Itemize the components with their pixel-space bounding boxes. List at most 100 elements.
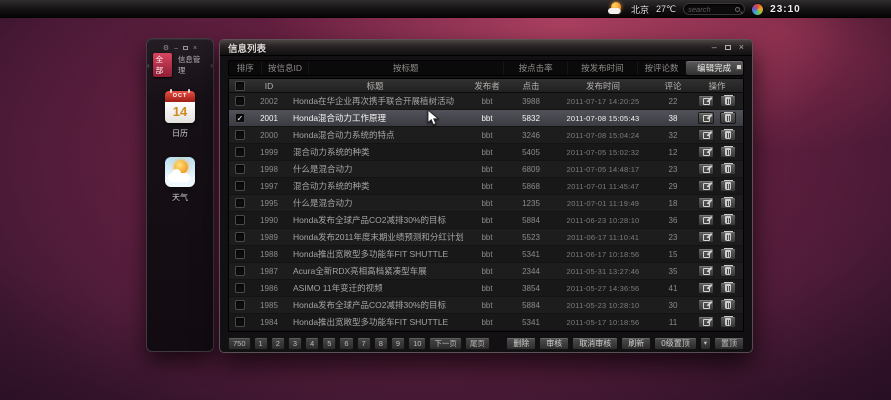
clock[interactable]: 23:10 — [770, 3, 801, 15]
page-button-7[interactable]: 7 — [356, 337, 371, 350]
column-header-3[interactable]: 发布者 — [474, 80, 500, 91]
cancel-audit-button[interactable]: 取消审核 — [572, 337, 619, 350]
select-all-checkbox[interactable] — [235, 80, 245, 91]
page-button-1[interactable]: 1 — [253, 337, 268, 350]
sort-tab-3[interactable]: 按标题 — [309, 61, 504, 75]
delete-button[interactable] — [720, 163, 736, 175]
page-button-6[interactable]: 6 — [339, 337, 354, 350]
delete-button[interactable] — [720, 299, 736, 311]
column-header-2[interactable]: 标题 — [366, 80, 384, 91]
tab-prev-arrow[interactable]: ‹ — [147, 60, 150, 70]
edit-button[interactable] — [698, 146, 714, 158]
row-checkbox[interactable] — [235, 232, 245, 242]
row-checkbox[interactable] — [235, 215, 245, 225]
top-level-select[interactable]: 0级置顶 — [654, 337, 697, 350]
edit-button[interactable] — [698, 282, 714, 294]
set-top-button[interactable]: 置顶 — [714, 337, 744, 350]
edit-button[interactable] — [698, 197, 714, 209]
delete-button[interactable] — [720, 265, 736, 277]
table-row[interactable]: 1984 Honda推出宽敞型多功能车FIT SHUTTLE bbt 5341 2011… — [229, 314, 743, 331]
row-checkbox[interactable] — [235, 164, 245, 174]
column-header-1[interactable]: ID — [264, 80, 274, 91]
tab-info-management[interactable]: 信息管理 — [177, 55, 201, 75]
row-checkbox[interactable] — [235, 266, 245, 276]
delete-button[interactable] — [720, 214, 736, 226]
page-button-8[interactable]: 8 — [373, 337, 388, 350]
delete-button[interactable] — [720, 231, 736, 243]
table-row[interactable]: 2002 Honda在华企业再次携手联合开展植树活动 bbt 3988 2011-07-… — [229, 93, 743, 110]
edit-button[interactable] — [698, 316, 714, 328]
page-button-4[interactable]: 4 — [305, 337, 320, 350]
edit-button[interactable] — [698, 248, 714, 260]
row-checkbox[interactable] — [235, 317, 245, 327]
table-row[interactable]: 1995 什么是混合动力 bbt 1235 2011-07-01 11:19:49 18 — [229, 195, 743, 212]
edit-button[interactable] — [698, 214, 714, 226]
sort-tab-6[interactable]: 按评论数 — [638, 61, 687, 75]
row-checkbox[interactable] — [235, 198, 245, 208]
weather-app[interactable]: 天气 — [147, 157, 213, 203]
sort-tab-7[interactable]: 编辑完成 — [686, 61, 743, 75]
edit-button[interactable] — [698, 299, 714, 311]
table-row[interactable]: ✓ 2001 Honda混合动力工作原理 bbt 5832 2011-07-08 15:0… — [229, 110, 743, 127]
scroll-corner-button[interactable] — [736, 64, 742, 70]
delete-button[interactable] — [720, 197, 736, 209]
row-checkbox[interactable] — [235, 249, 245, 259]
edit-button[interactable] — [698, 265, 714, 277]
table-row[interactable]: 1988 Honda推出宽敞型多功能车FIT SHUTTLE bbt 5341 2011… — [229, 246, 743, 263]
delete-button[interactable]: 删除 — [506, 337, 537, 350]
calendar-app[interactable]: OCT 14 日历 — [147, 91, 213, 139]
column-header-5[interactable]: 发布时间 — [585, 80, 620, 91]
edit-button[interactable] — [698, 129, 714, 141]
edit-button[interactable] — [698, 112, 714, 124]
delete-button[interactable] — [720, 129, 736, 141]
audit-button[interactable]: 审核 — [539, 337, 570, 350]
page-button-2[interactable]: 2 — [270, 337, 285, 350]
delete-button[interactable] — [720, 95, 736, 107]
delete-button[interactable] — [720, 180, 736, 192]
search-input[interactable]: search — [683, 3, 746, 15]
edit-button[interactable] — [698, 95, 714, 107]
window-minimize-button[interactable]: – — [711, 42, 717, 52]
table-row[interactable]: 1987 Acura全新RDX亮相高档紧凑型车展 bbt 2344 2011-05-31… — [229, 263, 743, 280]
row-checkbox[interactable] — [235, 300, 245, 310]
next-page-button[interactable]: 下一页 — [429, 337, 462, 350]
table-row[interactable]: 1997 混合动力系统的种类 bbt 5868 2011-07-01 11:45:47 2… — [229, 178, 743, 195]
delete-button[interactable] — [720, 316, 736, 328]
delete-button[interactable] — [720, 282, 736, 294]
row-checkbox[interactable] — [235, 147, 245, 157]
caret-down-icon[interactable]: ▾ — [699, 337, 711, 350]
sort-tab-5[interactable]: 按发布时间 — [568, 61, 638, 75]
table-row[interactable]: 2000 Honda混合动力系统的特点 bbt 3246 2011-07-08 15:0… — [229, 127, 743, 144]
page-button-3[interactable]: 3 — [287, 337, 303, 350]
edit-button[interactable] — [698, 231, 714, 243]
page-button-9[interactable]: 9 — [390, 337, 406, 350]
page-button-5[interactable]: 5 — [322, 337, 337, 350]
sort-tab-2[interactable]: 按信息ID — [262, 61, 309, 75]
edit-button[interactable] — [698, 163, 714, 175]
settings-gear-icon[interactable]: ⚙ — [162, 45, 170, 52]
table-row[interactable]: 1986 ASIMO 11年变迁的视频 bbt 3854 2011-05-27 14:3… — [229, 280, 743, 297]
maximize-button[interactable] — [183, 45, 189, 52]
row-checkbox[interactable] — [235, 130, 245, 140]
delete-button[interactable] — [720, 248, 736, 260]
row-checkbox[interactable] — [235, 181, 245, 191]
sort-tab-4[interactable]: 按点击率 — [504, 61, 569, 75]
row-checkbox[interactable]: ✓ — [235, 113, 245, 123]
tab-all[interactable]: 全部 — [152, 53, 172, 77]
edit-button[interactable] — [698, 180, 714, 192]
column-header-7[interactable]: 操作 — [708, 80, 726, 91]
table-row[interactable]: 1989 Honda发布2011年度末期业绩预测和分红计划 bbt 5523 2011-… — [229, 229, 743, 246]
window-titlebar[interactable]: 信息列表 – × — [220, 40, 752, 56]
table-row[interactable]: 1985 Honda发布全球产品CO2减排30%的目标 bbt 5884 2011-05… — [229, 297, 743, 314]
delete-button[interactable] — [720, 146, 736, 158]
last-page-button[interactable]: 尾页 — [464, 337, 490, 350]
row-checkbox[interactable] — [235, 283, 245, 293]
page-button-10[interactable]: 10 — [408, 337, 427, 350]
row-checkbox[interactable] — [235, 96, 245, 106]
column-header-4[interactable]: 点击 — [522, 80, 540, 91]
table-row[interactable]: 1999 混合动力系统的种类 bbt 5405 2011-07-05 15:02:32 1… — [229, 144, 743, 161]
page-total-button[interactable]: 750 — [228, 337, 251, 350]
delete-button[interactable] — [720, 112, 736, 124]
table-row[interactable]: 1990 Honda发布全球产品CO2减排30%的目标 bbt 5884 2011-06… — [229, 212, 743, 229]
refresh-button[interactable]: 刷新 — [621, 337, 652, 350]
